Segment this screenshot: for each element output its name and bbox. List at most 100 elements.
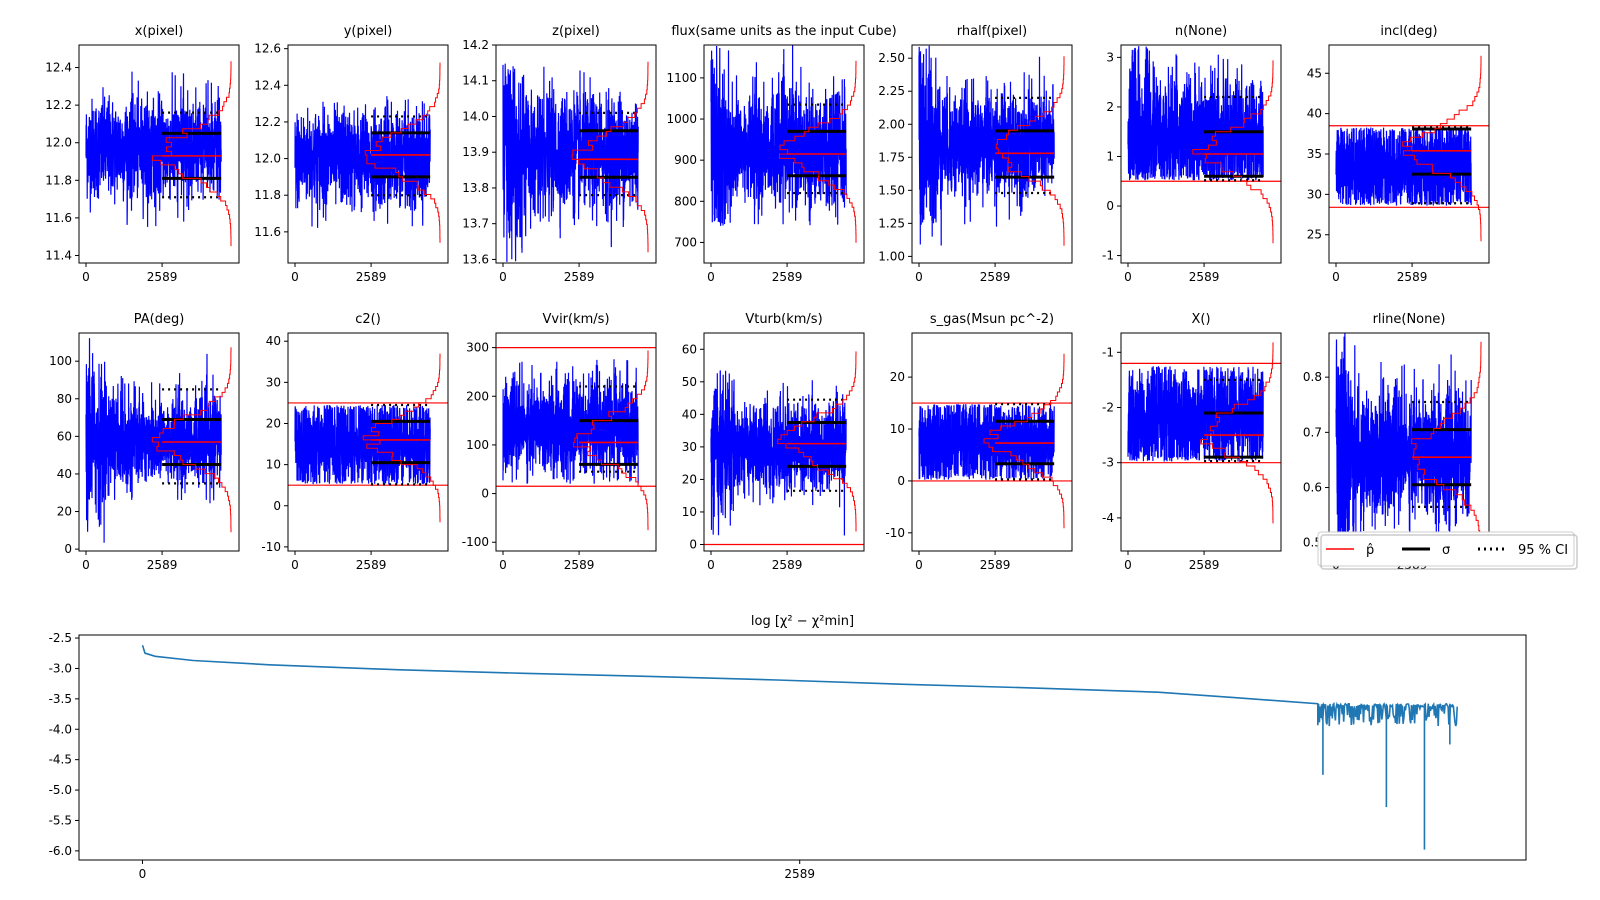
y-tick-label: 12.4 xyxy=(45,61,72,75)
axes-frame xyxy=(1120,44,1282,264)
subplot-11: s_gas(Msun pc^-2) -10 0 10 20 0 2589 xyxy=(885,312,1073,572)
subplot-title: Vturb(km/s) xyxy=(745,312,822,327)
axes-frame xyxy=(78,634,1527,861)
x-tick-label: 2589 xyxy=(1397,270,1428,284)
x-tick-label: 2589 xyxy=(980,558,1011,572)
x-tick-label: 2589 xyxy=(772,558,803,572)
x-tick-label: 0 xyxy=(707,558,715,572)
posterior-histogram xyxy=(571,61,649,253)
subplot-3: flux(same units as the input Cube) 700 800… xyxy=(666,24,896,284)
plot-area xyxy=(1329,55,1489,242)
y-tick-label: 12.4 xyxy=(254,78,281,92)
chain-trace xyxy=(710,45,847,226)
subplot-6: incl(deg) 25 30 35 40 45 0 2589 xyxy=(1307,24,1490,284)
chi2-curve xyxy=(141,645,1458,727)
y-tick-label: -1 xyxy=(1102,249,1114,263)
y-tick-label: 0 xyxy=(273,499,281,513)
y-tick-label: 10 xyxy=(682,505,697,519)
y-tick-label: 2.00 xyxy=(878,117,905,131)
chain-trace xyxy=(502,63,639,262)
x-tick-label: 0 xyxy=(291,558,299,572)
subplot-title: n(None) xyxy=(1175,24,1227,39)
x-tick-label: 2589 xyxy=(784,867,815,881)
x-tick-label: 0 xyxy=(291,270,299,284)
y-tick-label: 1100 xyxy=(666,71,697,85)
posterior-histogram xyxy=(1192,60,1274,244)
subplot-5: n(None) -1 0 1 2 3 0 2589 xyxy=(1102,24,1282,284)
y-tick-label: 12.2 xyxy=(254,115,281,129)
y-tick-label: -100 xyxy=(462,535,489,549)
y-tick-label: -4.5 xyxy=(49,753,72,767)
y-tick-label: -3.0 xyxy=(49,661,72,675)
axes-frame xyxy=(1120,332,1282,552)
chain-trace xyxy=(918,45,1055,246)
y-tick-label: 40 xyxy=(57,467,72,481)
axes-frame xyxy=(911,44,1073,264)
axes-frame xyxy=(703,332,865,552)
posterior-histogram xyxy=(364,62,441,243)
plot-area xyxy=(502,61,649,262)
x-tick-label: 0 xyxy=(915,558,923,572)
axes-frame xyxy=(78,44,240,264)
y-tick-label: 100 xyxy=(49,354,72,368)
subplot-title: Vvir(km/s) xyxy=(542,312,609,327)
y-tick-label: 0 xyxy=(481,487,489,501)
y-tick-label: 1.25 xyxy=(878,216,905,230)
y-tick-label: 0 xyxy=(64,542,72,556)
plot-area xyxy=(704,351,864,546)
legend-shadow xyxy=(1320,534,1578,570)
x-tick-label: 0 xyxy=(1124,270,1132,284)
x-tick-label: 2589 xyxy=(147,270,178,284)
chain-trace xyxy=(1335,333,1472,543)
y-tick-label: 0 xyxy=(897,474,905,488)
chain-trace xyxy=(1127,46,1264,181)
posterior-histogram xyxy=(151,347,232,533)
x-tick-label: 2589 xyxy=(1189,558,1220,572)
x-tick-label: 0 xyxy=(499,558,507,572)
y-tick-label: 30 xyxy=(1307,187,1322,201)
y-tick-label: 20 xyxy=(266,416,281,430)
chain-trace xyxy=(85,71,222,227)
y-tick-label: 12.0 xyxy=(45,136,72,150)
y-tick-label: 300 xyxy=(466,341,489,355)
subplot-title: z(pixel) xyxy=(552,24,600,39)
subplot-title: y(pixel) xyxy=(344,24,393,39)
axes-frame xyxy=(287,44,449,264)
y-tick-label: 1.00 xyxy=(878,249,905,263)
legend-box xyxy=(1317,531,1575,567)
y-tick-label: 60 xyxy=(57,429,72,443)
axes-frame xyxy=(495,332,657,552)
y-tick-label: 1000 xyxy=(666,112,697,126)
y-tick-label: 30 xyxy=(266,375,281,389)
x-tick-label: 0 xyxy=(1332,270,1340,284)
subplot-title: X() xyxy=(1191,312,1210,327)
plot-area xyxy=(85,338,232,543)
y-tick-label: 35 xyxy=(1307,147,1322,161)
y-tick-label: -1 xyxy=(1102,345,1114,359)
x-tick-label: 0 xyxy=(139,867,147,881)
plot-area xyxy=(1121,46,1281,244)
y-tick-label: 2 xyxy=(1106,100,1114,114)
y-tick-label: 30 xyxy=(682,440,697,454)
plot-area xyxy=(288,353,448,523)
y-tick-label: 0.7 xyxy=(1303,425,1322,439)
x-tick-label: 0 xyxy=(915,270,923,284)
posterior-histogram xyxy=(152,61,232,247)
y-tick-label: 45 xyxy=(1307,66,1322,80)
axes-frame xyxy=(703,44,865,264)
subplot-4: rhalf(pixel) 1.00 1.25 1.50 1.75 2.00 2.25 2.50… xyxy=(878,24,1073,284)
subplot-1: y(pixel) 11.6 11.8 12.0 12.2 12.4 12.6 0 2589 xyxy=(254,24,449,284)
x-tick-label: 0 xyxy=(1124,558,1132,572)
y-tick-label: 0 xyxy=(689,537,697,551)
y-tick-label: 12.0 xyxy=(254,152,281,166)
posterior-histogram xyxy=(983,353,1065,529)
y-tick-label: 3 xyxy=(1106,50,1114,64)
posterior-histogram xyxy=(1411,341,1482,551)
y-tick-label: 80 xyxy=(57,392,72,406)
axes-frame xyxy=(287,332,449,552)
subplot-10: Vturb(km/s) 0 10 20 30 40 50 60 0 2589 xyxy=(682,312,865,572)
chain-trace xyxy=(710,370,847,536)
chain-trace xyxy=(294,404,431,485)
y-tick-label: 14.0 xyxy=(462,109,489,123)
